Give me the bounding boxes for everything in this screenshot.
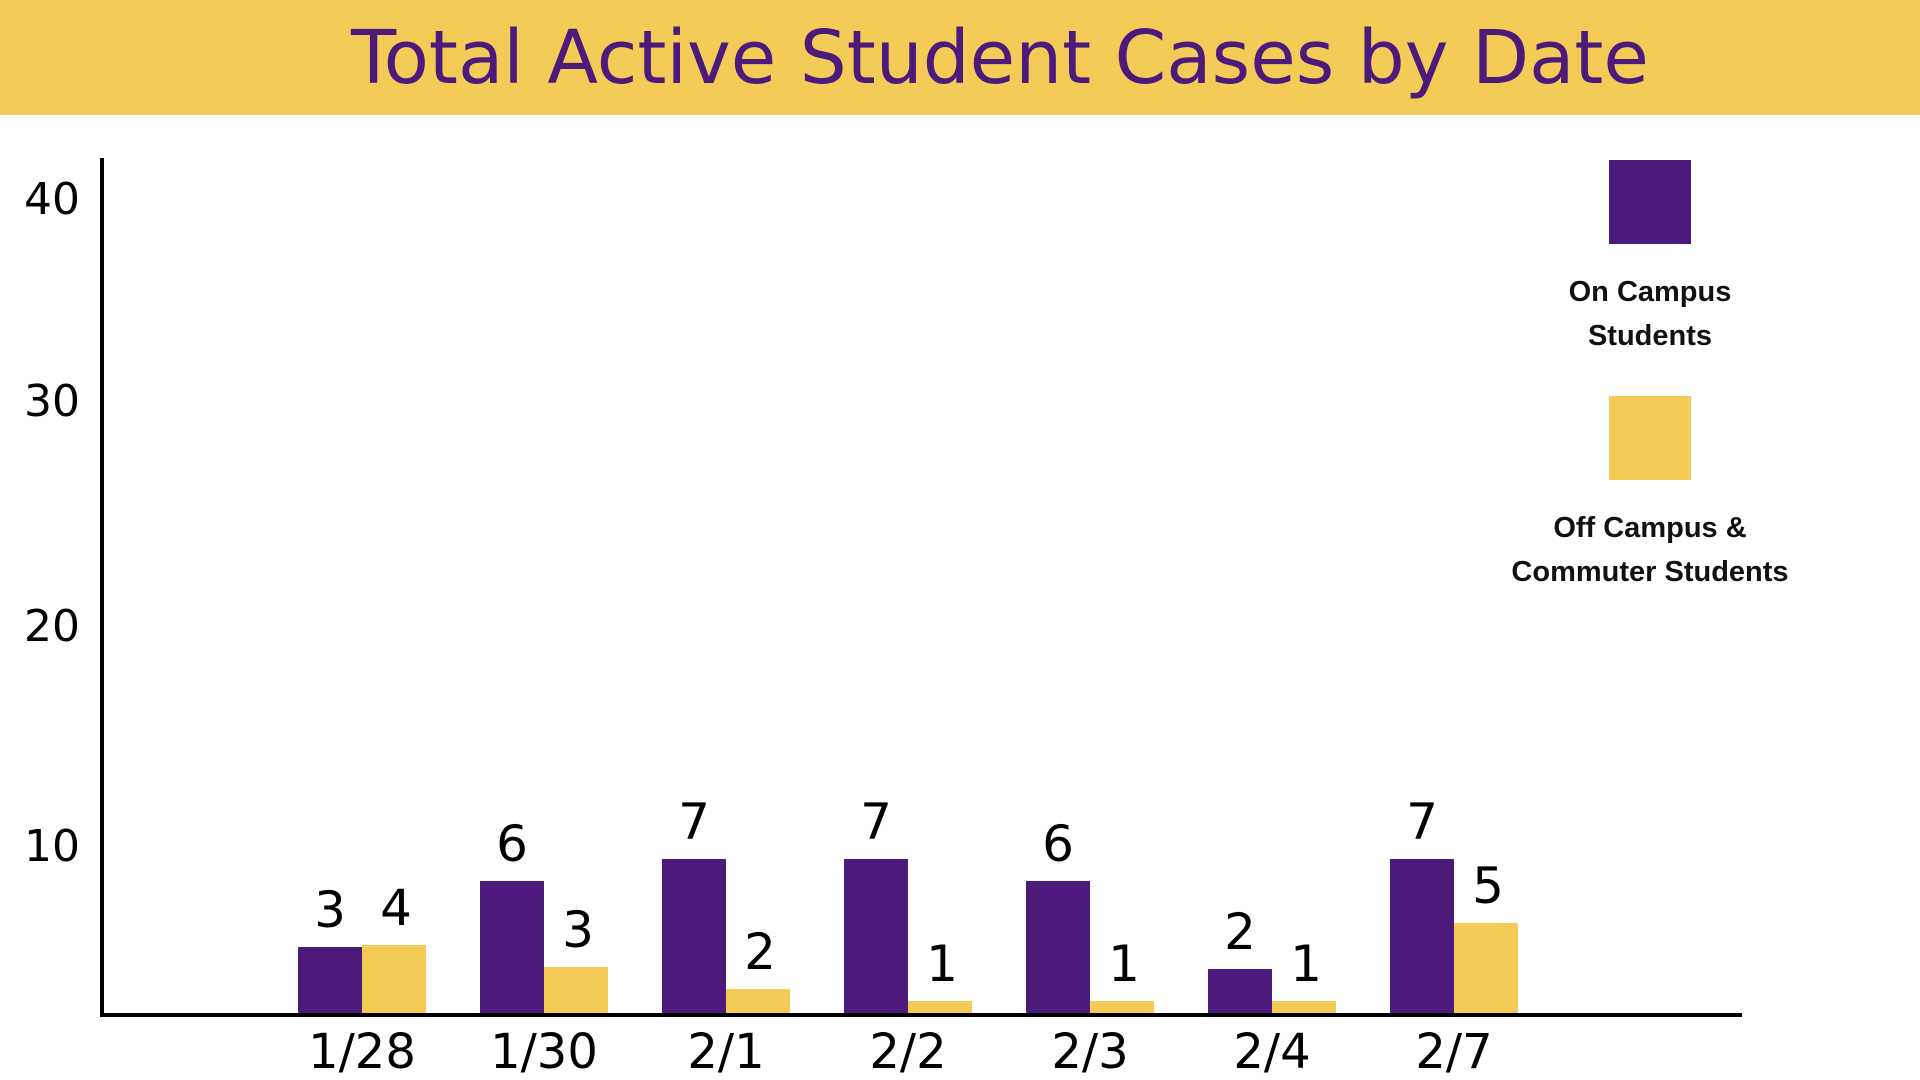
bar-off-campus xyxy=(1272,1001,1336,1013)
x-tick-label: 2/3 xyxy=(1051,1024,1128,1080)
x-tick-label: 2/1 xyxy=(687,1024,764,1080)
data-label-off-campus: 2 xyxy=(744,923,776,981)
data-label-on-campus: 6 xyxy=(496,815,528,873)
legend-label-off-campus: Off Campus & Commuter Students xyxy=(1511,512,1789,588)
y-tick-label: 30 xyxy=(24,376,80,427)
data-label-off-campus: 1 xyxy=(1290,935,1322,993)
data-label-off-campus: 1 xyxy=(1108,935,1140,993)
y-tick-label: 40 xyxy=(24,174,80,225)
bar-on-campus xyxy=(480,881,544,1013)
data-label-off-campus: 4 xyxy=(380,879,412,937)
legend: On Campus Students Off Campus & Commuter… xyxy=(1470,160,1830,632)
data-label-on-campus: 2 xyxy=(1224,903,1256,961)
bar-on-campus xyxy=(1208,969,1272,1013)
y-tick-label: 20 xyxy=(24,601,80,652)
legend-item-off-campus: Off Campus & Commuter Students xyxy=(1470,396,1830,594)
bar-on-campus xyxy=(298,947,362,1013)
bar-on-campus xyxy=(662,859,726,1013)
x-tick-label: 2/2 xyxy=(869,1024,946,1080)
bar-off-campus xyxy=(908,1001,972,1013)
data-label-off-campus: 5 xyxy=(1472,857,1504,915)
bar-off-campus xyxy=(1454,923,1518,1013)
legend-swatch-off-campus xyxy=(1609,396,1691,480)
bar-off-campus xyxy=(726,989,790,1013)
data-label-off-campus: 1 xyxy=(926,935,958,993)
x-tick-label: 1/30 xyxy=(490,1024,598,1080)
bar-off-campus xyxy=(544,967,608,1013)
data-label-on-campus: 7 xyxy=(860,793,892,851)
data-label-off-campus: 3 xyxy=(562,901,594,959)
chart-title: Total Active Student Cases by Date xyxy=(351,14,1649,101)
legend-label-on-campus: On Campus Students xyxy=(1568,276,1732,352)
legend-item-on-campus: On Campus Students xyxy=(1470,160,1830,358)
data-label-on-campus: 7 xyxy=(1406,793,1438,851)
title-banner: Total Active Student Cases by Date xyxy=(0,0,1920,115)
x-tick-label: 2/4 xyxy=(1233,1024,1310,1080)
data-label-on-campus: 7 xyxy=(678,793,710,851)
data-label-on-campus: 6 xyxy=(1042,815,1074,873)
x-tick-label: 2/7 xyxy=(1415,1024,1492,1080)
bar-off-campus xyxy=(362,945,426,1013)
x-tick-label: 1/28 xyxy=(308,1024,416,1080)
bar-off-campus xyxy=(1090,1001,1154,1013)
bar-on-campus xyxy=(1026,881,1090,1013)
bar-on-campus xyxy=(844,859,908,1013)
bar-on-campus xyxy=(1390,859,1454,1013)
y-tick-label: 10 xyxy=(24,821,80,872)
legend-swatch-on-campus xyxy=(1609,160,1691,244)
data-label-on-campus: 3 xyxy=(314,881,346,939)
